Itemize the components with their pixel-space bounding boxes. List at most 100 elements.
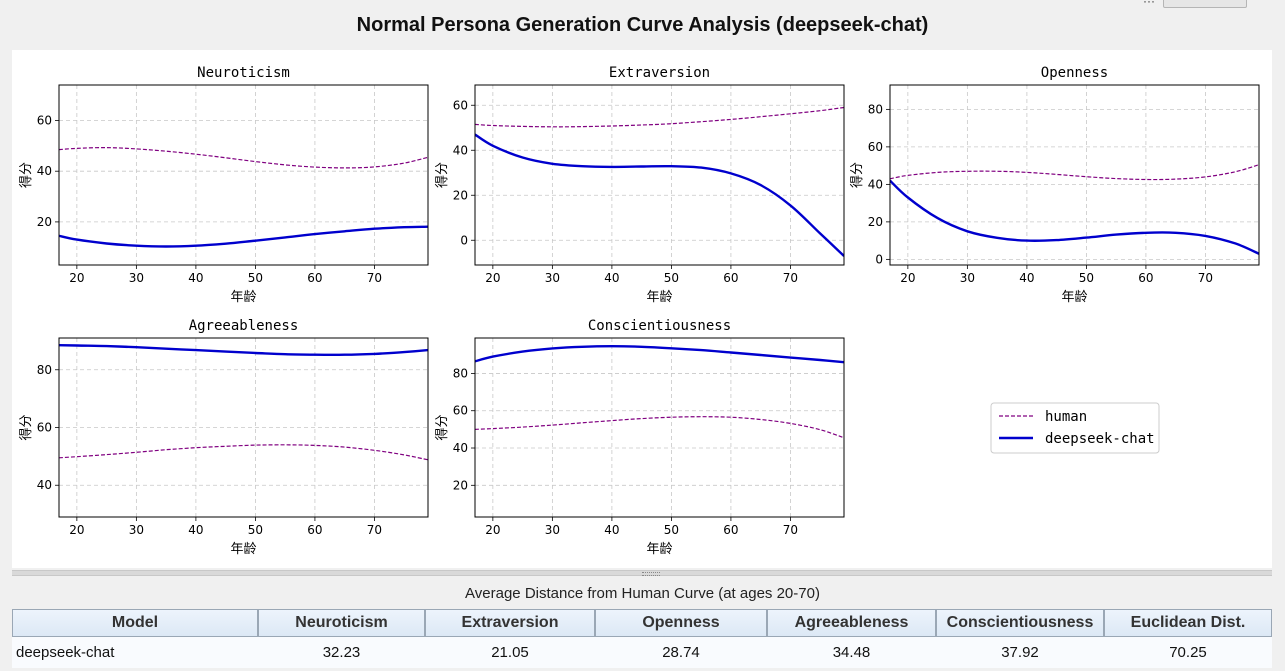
y-tick-label: 60 [37,421,52,435]
column-header-euclidean[interactable]: Euclidean Dist. [1104,609,1272,637]
x-tick-label: 40 [188,523,203,537]
x-tick-label: 70 [783,523,798,537]
series-line-deepseek-chat [475,133,844,257]
x-tick-label: 40 [604,523,619,537]
x-tick-label: 40 [188,271,203,285]
series-line-deepseek-chat [475,344,844,364]
x-tick-label: 20 [900,271,915,285]
subplot-agreeableness: 20 30 40 50 60 70 40 60 80 Agreeableness 年龄 得分 [18,318,429,557]
x-tick-label: 20 [485,523,500,537]
x-axis-label: 年龄 [646,290,672,305]
cell-conscientiousness: 37.92 [936,637,1104,668]
y-tick-label: 20 [453,188,468,202]
x-tick-label: 70 [367,271,382,285]
subplot-title: Extraversion [609,65,710,81]
column-header-extraversion[interactable]: Extraversion [425,609,595,637]
x-tick-label: 50 [248,271,263,285]
series-line-human [475,416,844,439]
subplot-title: Agreeableness [189,318,299,334]
x-tick-label: 30 [129,523,144,537]
axes-frame [474,84,845,266]
results-table: Model Neuroticism Extraversion Openness … [12,609,1272,668]
series-line-human [59,146,428,169]
toolbar-label: ··· [1143,0,1155,8]
table-caption: Average Distance from Human Curve (at ag… [465,585,820,602]
page-title: Normal Persona Generation Curve Analysis… [356,14,929,36]
cell-neuroticism: 32.23 [258,637,425,668]
series-line-human [890,164,1259,181]
subplot-extraversion: 20 30 40 50 60 70 0 20 40 60 Extraversion 年龄 得分 [434,65,845,305]
column-header-conscientiousness[interactable]: Conscientiousness [936,609,1104,637]
y-tick-label: 20 [37,215,52,229]
x-tick-label: 60 [723,271,738,285]
series-line-human [59,444,428,461]
table-header-row: Model Neuroticism Extraversion Openness … [12,609,1272,637]
axes-frame [58,84,429,266]
subplot-title: Neuroticism [197,65,290,81]
x-tick-label: 20 [69,271,84,285]
splitter-grip-icon[interactable] [642,572,660,576]
y-tick-label: 40 [37,478,52,492]
y-tick-label: 40 [868,177,883,191]
cell-openness: 28.74 [595,637,767,668]
x-tick-label: 40 [1019,271,1034,285]
x-tick-label: 70 [1198,271,1213,285]
y-tick-label: 0 [460,233,468,247]
x-tick-label: 40 [604,271,619,285]
legend-label: human [1045,409,1087,425]
axes-frame [889,84,1260,266]
subplot-conscientiousness: 20 30 40 50 60 70 20 40 60 80 Conscientiousness 年龄 得… [434,318,845,557]
x-tick-label: 50 [1079,271,1094,285]
pane-splitter[interactable] [12,570,1272,576]
x-tick-label: 20 [485,271,500,285]
x-axis-label: 年龄 [230,542,256,557]
y-axis-label: 得分 [434,414,450,440]
cell-model: deepseek-chat [12,637,258,668]
y-axis-label: 得分 [18,414,34,440]
subplot-title: Openness [1041,65,1108,81]
y-tick-label: 0 [875,252,883,266]
column-header-agreeableness[interactable]: Agreeableness [767,609,936,637]
subplot-openness: 20 30 40 50 60 70 0 20 40 60 80 Openness 年龄 得分 [849,65,1260,305]
plot-canvas: 20 30 40 50 60 70 20 40 60 Neuroticism 年龄 得分 20 30 40 5… [12,50,1272,568]
x-tick-label: 60 [307,271,322,285]
series-line-human [475,106,844,128]
chart-legend: human deepseek-chat [990,402,1160,454]
x-axis-label: 年龄 [646,542,672,557]
subplot-title: Conscientiousness [588,318,731,334]
x-tick-label: 50 [664,523,679,537]
series-line-deepseek-chat [890,179,1259,255]
x-tick-label: 50 [664,271,679,285]
table-row[interactable]: deepseek-chat 32.23 21.05 28.74 34.48 37… [12,637,1272,668]
column-header-openness[interactable]: Openness [595,609,767,637]
y-tick-label: 60 [453,98,468,112]
y-tick-label: 80 [868,102,883,116]
y-axis-label: 得分 [849,162,865,188]
y-tick-label: 40 [37,164,52,178]
y-tick-label: 80 [37,363,52,377]
legend-label: deepseek-chat [1045,431,1155,447]
y-tick-label: 40 [453,143,468,157]
x-tick-label: 70 [367,523,382,537]
toolbar-button[interactable] [1163,0,1247,8]
x-tick-label: 30 [960,271,975,285]
y-axis-label: 得分 [18,162,34,188]
column-header-model[interactable]: Model [12,609,258,637]
series-line-deepseek-chat [59,225,428,248]
y-tick-label: 20 [868,215,883,229]
y-tick-label: 60 [868,140,883,154]
y-tick-label: 20 [453,478,468,492]
cell-agreeableness: 34.48 [767,637,936,668]
y-tick-label: 60 [37,113,52,127]
x-axis-label: 年龄 [230,290,256,305]
y-tick-label: 80 [453,366,468,380]
x-tick-label: 60 [1138,271,1153,285]
y-tick-label: 40 [453,441,468,455]
x-tick-label: 50 [248,523,263,537]
x-tick-label: 30 [545,523,560,537]
axes-frame [58,337,429,518]
x-tick-label: 60 [307,523,322,537]
column-header-neuroticism[interactable]: Neuroticism [258,609,425,637]
x-tick-label: 70 [783,271,798,285]
